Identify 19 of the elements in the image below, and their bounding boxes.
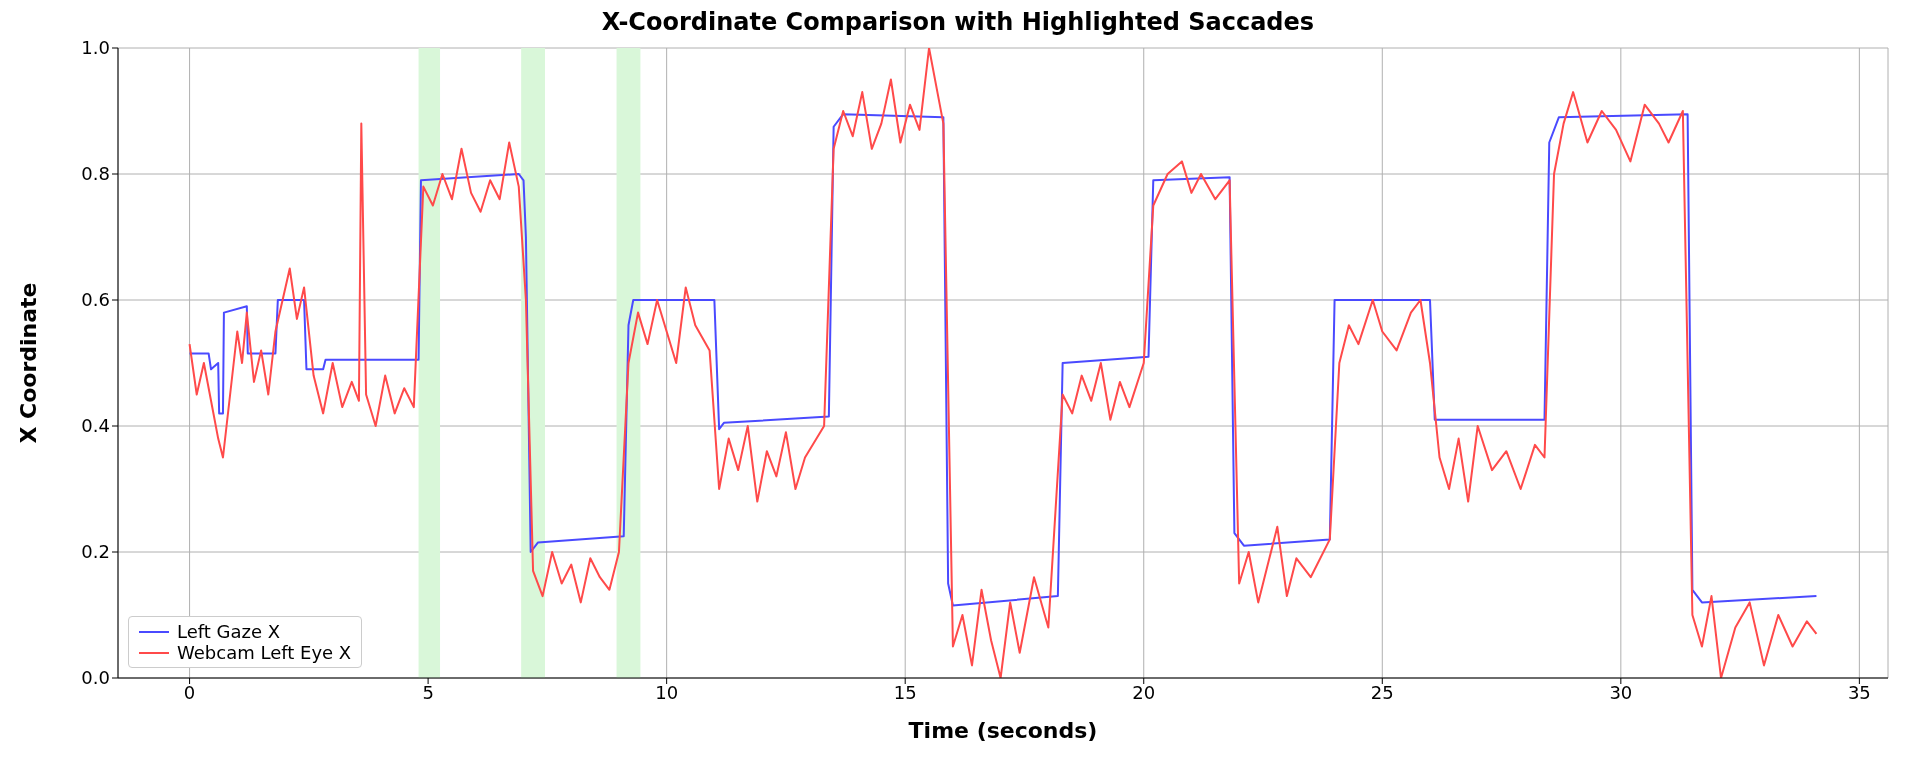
x-tick-label: 30	[1609, 681, 1633, 703]
x-tick-label: 10	[655, 681, 679, 703]
y-tick-label: 0.6	[81, 289, 110, 311]
x-tick-label: 0	[183, 681, 196, 703]
legend-label: Left Gaze X	[177, 621, 281, 642]
x-tick-label: 5	[422, 681, 434, 703]
y-tick-label: 0.8	[81, 163, 110, 185]
y-tick-label: 1.0	[81, 37, 110, 59]
x-tick-label: 35	[1847, 681, 1871, 703]
y-axis-title: X Coordinate	[15, 282, 41, 444]
legend-label: Webcam Left Eye X	[177, 642, 352, 663]
x-tick-label: 15	[893, 681, 917, 703]
x-tick-label: 20	[1132, 681, 1156, 703]
x-axis-title: Time (seconds)	[908, 718, 1098, 743]
chart-title: X-Coordinate Comparison with Highlighted Saccades	[600, 8, 1316, 38]
y-tick-label: 0.0	[81, 667, 110, 689]
x-tick-label: 25	[1370, 681, 1394, 703]
y-tick-label: 0.2	[81, 541, 110, 563]
y-tick-label: 0.4	[81, 415, 110, 437]
